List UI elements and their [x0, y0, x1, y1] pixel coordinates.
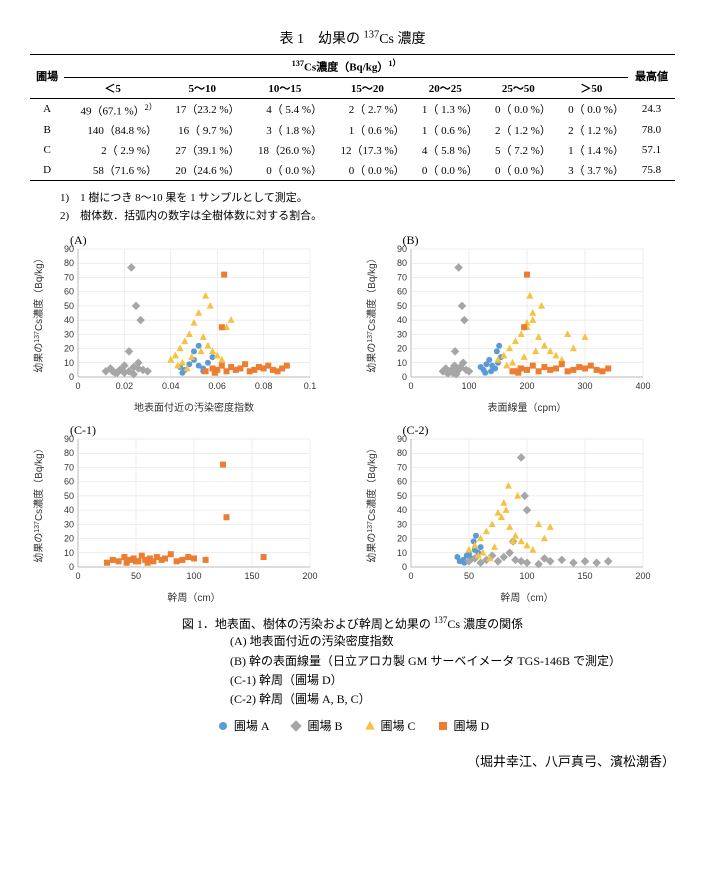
- chart-A: (A)010203040506070809000.020.040.060.080…: [30, 235, 343, 415]
- table-notes: 1) 1 樹につき 8～10 果を 1 サンプルとして測定。 2) 樹体数．括弧…: [60, 189, 675, 223]
- svg-text:70: 70: [396, 463, 406, 473]
- svg-text:10: 10: [396, 548, 406, 558]
- svg-text:幼果の137Cs濃度（Bq/kg）: 幼果の137Cs濃度（Bq/kg）: [365, 444, 378, 563]
- svg-text:60: 60: [64, 477, 74, 487]
- bin-header: 5～10: [161, 77, 244, 98]
- svg-text:30: 30: [64, 330, 74, 340]
- svg-text:20: 20: [396, 344, 406, 354]
- svg-text:100: 100: [519, 571, 534, 581]
- cs-concentration-table: 圃場 137Cs濃度（Bq/kg）1） 最高値 ＜55～1010～1515～20…: [30, 54, 675, 181]
- authors: （堀井幸江、八戸真弓、濱松潮香）: [30, 751, 675, 770]
- svg-text:400: 400: [635, 381, 650, 391]
- svg-text:0: 0: [408, 571, 413, 581]
- svg-text:60: 60: [396, 287, 406, 297]
- svg-text:20: 20: [396, 534, 406, 544]
- svg-text:0.08: 0.08: [255, 381, 273, 391]
- svg-text:0.06: 0.06: [208, 381, 226, 391]
- svg-text:0.02: 0.02: [116, 381, 134, 391]
- figure-subcaptions: (A) 地表面付近の汚染密度指数 (B) 幹の表面線量（日立アロカ製 GM サー…: [230, 632, 675, 709]
- svg-text:30: 30: [396, 330, 406, 340]
- legend-item: 圃場 B: [289, 717, 342, 734]
- svg-text:200: 200: [635, 571, 650, 581]
- svg-text:70: 70: [64, 463, 74, 473]
- svg-text:地表面付近の汚染密度指数: 地表面付近の汚染密度指数: [134, 401, 254, 414]
- bin-header: ＜5: [64, 77, 161, 98]
- svg-text:幼果の137Cs濃度（Bq/kg）: 幼果の137Cs濃度（Bq/kg）: [32, 254, 45, 373]
- svg-text:60: 60: [64, 287, 74, 297]
- svg-text:20: 20: [64, 344, 74, 354]
- svg-text:40: 40: [64, 505, 74, 515]
- svg-text:10: 10: [64, 358, 74, 368]
- svg-text:70: 70: [64, 273, 74, 283]
- legend-item: 圃場 A: [216, 717, 270, 734]
- svg-text:表面線量（cpm）: 表面線量（cpm）: [487, 401, 566, 414]
- svg-text:50: 50: [64, 301, 74, 311]
- header-group: 137Cs濃度（Bq/kg）1）: [64, 55, 628, 78]
- col-field: 圃場: [30, 55, 64, 99]
- svg-text:50: 50: [396, 491, 406, 501]
- svg-text:幹周（cm）: 幹周（cm）: [500, 591, 553, 604]
- svg-text:40: 40: [396, 505, 406, 515]
- table-row: D58（71.6 %）20（24.6 %）0（ 0.0 %）0（ 0.0 %）0…: [30, 160, 675, 181]
- svg-text:50: 50: [64, 491, 74, 501]
- chart-B: (B)01020304050607080900100200300400表面線量（…: [363, 235, 676, 415]
- svg-text:0.04: 0.04: [162, 381, 180, 391]
- svg-text:10: 10: [64, 548, 74, 558]
- svg-text:40: 40: [64, 315, 74, 325]
- svg-text:30: 30: [396, 520, 406, 530]
- svg-text:150: 150: [244, 571, 259, 581]
- chart-label: (C-2): [403, 423, 429, 438]
- svg-text:100: 100: [461, 381, 476, 391]
- svg-text:0: 0: [401, 562, 406, 572]
- table-row: C2（ 2.9 %）27（39.1 %）18（26.0 %）12（17.3 %）…: [30, 140, 675, 160]
- svg-text:300: 300: [577, 381, 592, 391]
- table-row: A49（67.1 %）2）17（23.2 %）4（ 5.4 %）2（ 2.7 %…: [30, 98, 675, 120]
- svg-text:0: 0: [401, 372, 406, 382]
- svg-text:0: 0: [75, 571, 80, 581]
- legend-item: 圃場 C: [363, 717, 416, 734]
- svg-text:40: 40: [396, 315, 406, 325]
- svg-text:10: 10: [396, 358, 406, 368]
- legend: 圃場 A 圃場 B 圃場 C 圃場 D: [30, 717, 675, 737]
- chart-label: (A): [70, 233, 87, 248]
- svg-text:幼果の137Cs濃度（Bq/kg）: 幼果の137Cs濃度（Bq/kg）: [32, 444, 45, 563]
- svg-text:80: 80: [64, 259, 74, 269]
- svg-text:80: 80: [396, 259, 406, 269]
- bin-header: 20～25: [409, 77, 482, 98]
- legend-item: 圃場 D: [436, 717, 490, 734]
- svg-text:20: 20: [64, 534, 74, 544]
- svg-text:50: 50: [396, 301, 406, 311]
- svg-text:80: 80: [396, 449, 406, 459]
- chart-C1: (C-1)0102030405060708090050100150200幹周（c…: [30, 425, 343, 605]
- svg-text:70: 70: [396, 273, 406, 283]
- svg-text:50: 50: [463, 571, 473, 581]
- svg-text:幼果の137Cs濃度（Bq/kg）: 幼果の137Cs濃度（Bq/kg）: [365, 254, 378, 373]
- svg-text:0: 0: [75, 381, 80, 391]
- chart-label: (B): [403, 233, 419, 248]
- table-row: B140（84.8 %）16（ 9.7 %）3（ 1.8 %）1（ 0.6 %）…: [30, 120, 675, 140]
- svg-text:30: 30: [64, 520, 74, 530]
- bin-header: 25～50: [482, 77, 555, 98]
- svg-text:60: 60: [396, 477, 406, 487]
- table-title: 表 1 幼果の 137Cs 濃度: [30, 28, 675, 48]
- svg-text:0.1: 0.1: [304, 381, 317, 391]
- svg-text:200: 200: [519, 381, 534, 391]
- bin-header: 10～15: [244, 77, 327, 98]
- charts-grid: (A)010203040506070809000.020.040.060.080…: [30, 235, 675, 605]
- svg-text:0: 0: [408, 381, 413, 391]
- svg-text:80: 80: [64, 449, 74, 459]
- svg-text:幹周（cm）: 幹周（cm）: [167, 591, 220, 604]
- figure-caption: 図 1．地表面、樹体の汚染および幹周と幼果の 137Cs 濃度の関係: [30, 615, 675, 632]
- col-max: 最高値: [628, 55, 675, 99]
- svg-text:100: 100: [186, 571, 201, 581]
- svg-text:150: 150: [577, 571, 592, 581]
- svg-text:50: 50: [131, 571, 141, 581]
- bin-header: 15～20: [326, 77, 409, 98]
- svg-text:200: 200: [302, 571, 317, 581]
- svg-text:0: 0: [69, 372, 74, 382]
- chart-C2: (C-2)0102030405060708090050100150200幹周（c…: [363, 425, 676, 605]
- svg-text:0: 0: [69, 562, 74, 572]
- chart-label: (C-1): [70, 423, 96, 438]
- bin-header: ＞50: [555, 77, 628, 98]
